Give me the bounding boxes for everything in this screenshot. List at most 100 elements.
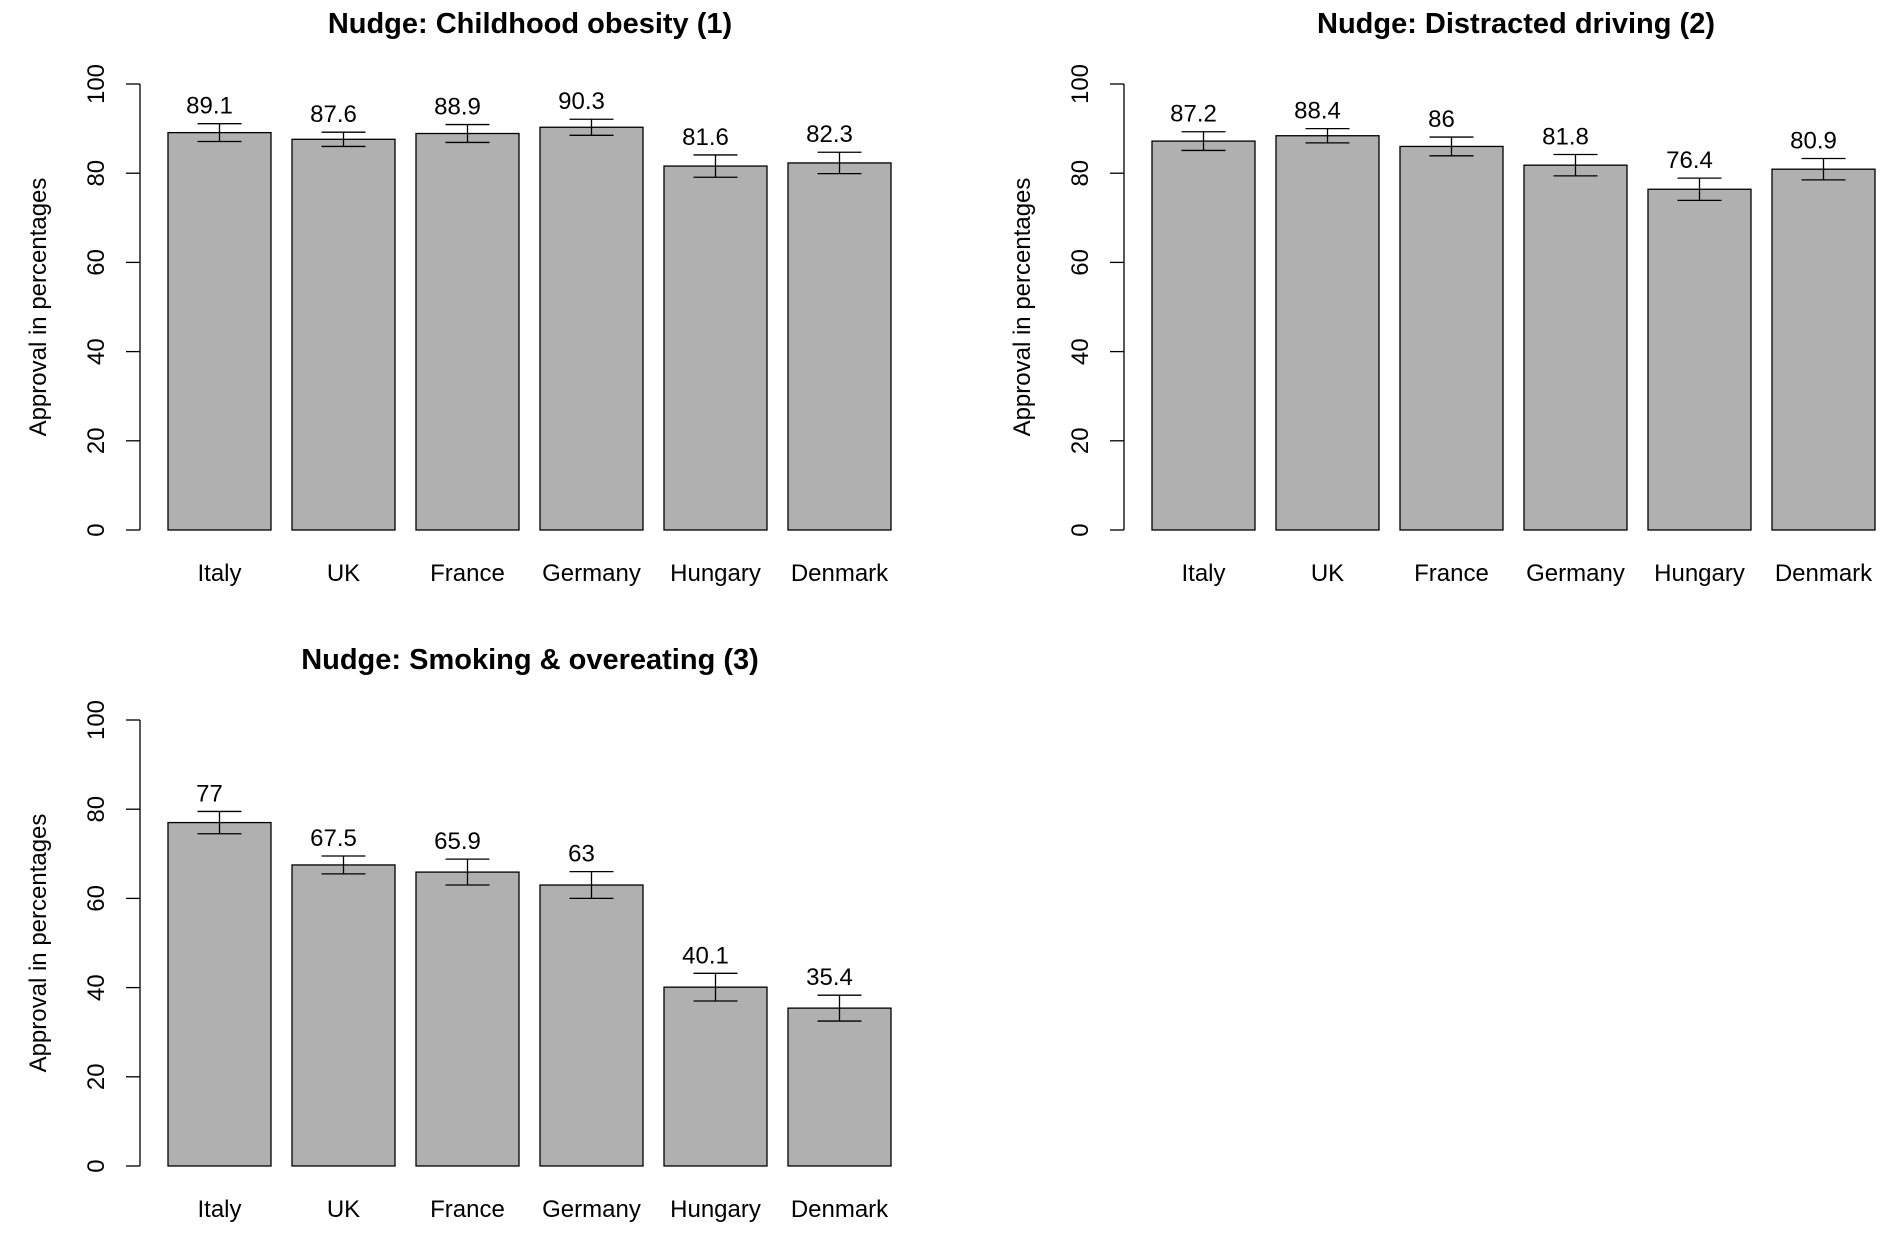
chart-panel-3: Nudge: Smoking & overeating (3) 0 20 40 60 80…	[25, 644, 892, 1223]
category-label: Denmark	[1775, 560, 1873, 587]
error-bar-italy	[197, 123, 242, 143]
y-tick-label: 0	[83, 1159, 110, 1172]
error-bar-hungary	[693, 154, 738, 178]
error-bar-france	[1429, 136, 1474, 157]
error-bar-france	[445, 123, 490, 144]
category-label: Hungary	[1654, 560, 1745, 587]
value-label: 87.6	[310, 101, 357, 128]
category-label: France	[430, 1196, 505, 1223]
category-label: Hungary	[670, 560, 761, 587]
value-label: 87.2	[1170, 101, 1217, 128]
value-label: 81.6	[682, 124, 729, 151]
y-tick-label: 100	[83, 64, 110, 104]
value-label: 90.3	[558, 88, 605, 115]
value-label: 89.1	[186, 93, 233, 120]
value-label: 82.3	[806, 121, 853, 148]
value-label: 80.9	[1790, 127, 1837, 154]
bar-uk	[1275, 135, 1380, 531]
chart-panel-2: Nudge: Distracted driving (2) 0 20 40 60 80 10…	[1009, 8, 1876, 587]
value-label: 67.5	[310, 825, 357, 852]
error-bar-france	[445, 858, 490, 886]
category-label: France	[1414, 560, 1489, 587]
chart-title: Nudge: Childhood obesity (1)	[328, 8, 732, 40]
category-label: Germany	[1526, 560, 1625, 587]
bar-hungary	[663, 986, 768, 1167]
y-tick-label: 20	[1067, 427, 1094, 454]
y-tick-label: 0	[1067, 523, 1094, 536]
category-label: Germany	[542, 560, 641, 587]
bar-germany	[1523, 164, 1628, 531]
chart-title: Nudge: Distracted driving (2)	[1317, 8, 1715, 40]
value-label: 77	[196, 780, 223, 807]
error-bar-germany	[1553, 153, 1598, 177]
category-label: UK	[327, 1196, 360, 1223]
value-label: 63	[568, 841, 595, 868]
bar-france	[1399, 145, 1504, 531]
category-label: Denmark	[791, 1196, 889, 1223]
y-tick-label: 100	[1067, 64, 1094, 104]
bar-germany	[539, 126, 644, 531]
error-bar-denmark	[817, 151, 862, 175]
y-axis-label: Approval in percentages	[25, 178, 52, 437]
y-tick-label: 80	[83, 160, 110, 187]
value-label: 35.4	[806, 964, 853, 991]
bar-france	[415, 871, 520, 1167]
category-label: Germany	[542, 1196, 641, 1223]
bar-hungary	[1647, 188, 1752, 531]
y-tick-label: 40	[83, 974, 110, 1001]
error-bar-uk	[321, 855, 366, 875]
error-bar-denmark	[1801, 157, 1846, 181]
y-tick-label: 80	[1067, 160, 1094, 187]
error-bar-uk	[321, 131, 366, 148]
value-label: 40.1	[682, 942, 729, 969]
error-bar-denmark	[817, 994, 862, 1022]
category-label: Denmark	[791, 560, 889, 587]
error-bar-hungary	[693, 972, 738, 1002]
value-label: 86	[1428, 106, 1455, 133]
y-tick-label: 40	[83, 338, 110, 365]
y-tick-label: 80	[83, 796, 110, 823]
value-label: 81.8	[1542, 123, 1589, 150]
category-label: Italy	[197, 1196, 241, 1223]
bar-germany	[539, 884, 644, 1167]
error-bar-hungary	[1677, 177, 1722, 202]
bar-denmark	[787, 162, 892, 531]
bar-italy	[167, 821, 272, 1167]
bar-uk	[291, 864, 396, 1167]
error-bar-italy	[197, 810, 242, 835]
y-axis-label: Approval in percentages	[25, 814, 52, 1073]
y-tick-label: 60	[83, 249, 110, 276]
y-tick-label: 100	[83, 700, 110, 740]
value-label: 88.4	[1294, 98, 1341, 125]
y-tick-label: 0	[83, 523, 110, 536]
bar-france	[415, 132, 520, 531]
error-bar-uk	[1305, 127, 1350, 144]
bar-denmark	[787, 1007, 892, 1167]
y-tick-label: 60	[1067, 249, 1094, 276]
category-label: UK	[327, 560, 360, 587]
category-label: Italy	[197, 560, 241, 587]
y-tick-label: 20	[83, 1063, 110, 1090]
bar-italy	[1151, 140, 1256, 531]
y-tick-label: 40	[1067, 338, 1094, 365]
value-label: 88.9	[434, 94, 481, 121]
error-bar-germany	[569, 870, 614, 900]
bar-denmark	[1771, 168, 1876, 531]
value-label: 76.4	[1666, 147, 1713, 174]
chart-title: Nudge: Smoking & overeating (3)	[301, 644, 759, 676]
category-label: Hungary	[670, 1196, 761, 1223]
bar-italy	[167, 131, 272, 531]
error-bar-italy	[1181, 131, 1226, 152]
category-label: France	[430, 560, 505, 587]
bar-hungary	[663, 165, 768, 531]
chart-panel-1: Nudge: Childhood obesity (1) 0 20 40 60 80 100…	[25, 8, 892, 587]
y-tick-label: 20	[83, 427, 110, 454]
error-bar-germany	[569, 118, 614, 136]
y-tick-label: 60	[83, 885, 110, 912]
bar-uk	[291, 138, 396, 531]
category-label: Italy	[1181, 560, 1225, 587]
value-label: 65.9	[434, 828, 481, 855]
y-axis-label: Approval in percentages	[1009, 178, 1036, 437]
category-label: UK	[1311, 560, 1344, 587]
